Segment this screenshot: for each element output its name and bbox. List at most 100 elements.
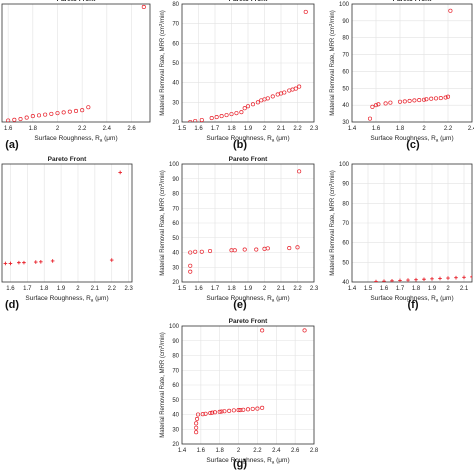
- x-tick-label: 1.8: [412, 286, 421, 292]
- x-axis-label: Surface Roughness, Ra (μm): [34, 135, 117, 143]
- data-point: [383, 101, 388, 106]
- data-point: [250, 406, 255, 411]
- x-tick-label: 2.2: [108, 286, 117, 292]
- data-point: [199, 117, 204, 122]
- x-tick-label: 1.5: [178, 286, 187, 292]
- data-point: [422, 277, 426, 282]
- y-tick-label: 50: [342, 260, 349, 266]
- data-point: [50, 259, 55, 263]
- x-tick-label: 2.1: [277, 126, 286, 132]
- x-tick-label: 1.8: [216, 448, 225, 454]
- x-tick-label: 2.8: [310, 448, 319, 454]
- data-point: [297, 169, 302, 174]
- data-point: [295, 245, 300, 250]
- data-point: [36, 113, 42, 118]
- data-point: [388, 100, 393, 105]
- data-point: [30, 114, 35, 119]
- y-tick-label: 40: [342, 103, 349, 109]
- x-tick-label: 2.2: [78, 126, 87, 132]
- y-tick-label: 60: [172, 383, 179, 389]
- x-axis-label: Surface Roughness, Ra (μm): [25, 295, 108, 303]
- data-point: [217, 409, 222, 414]
- data-point: [195, 416, 200, 421]
- data-point: [229, 112, 234, 117]
- data-point: [200, 412, 205, 417]
- chart-title: Pareto Front: [393, 0, 432, 3]
- x-tick-label: 1.9: [428, 286, 437, 292]
- data-point: [250, 102, 256, 107]
- x-tick-label: 1.6: [194, 126, 203, 132]
- series-markers: [367, 8, 453, 121]
- y-tick-label: 70: [172, 206, 179, 212]
- data-point: [109, 258, 114, 262]
- data-point: [429, 96, 434, 101]
- data-point: [232, 248, 237, 253]
- x-tick-label: 1.6: [197, 448, 206, 454]
- y-tick-label: 60: [342, 241, 349, 247]
- data-point: [188, 250, 193, 255]
- data-point: [414, 277, 418, 282]
- data-point: [49, 111, 54, 116]
- data-point: [214, 115, 219, 120]
- y-tick-label: 70: [342, 221, 349, 227]
- y-tick-label: 80: [342, 201, 349, 207]
- data-point: [402, 99, 407, 104]
- x-tick-label: 1.7: [396, 286, 405, 292]
- y-tick-label: 40: [172, 251, 179, 257]
- y-tick-label: 80: [172, 354, 179, 360]
- data-point: [438, 276, 442, 281]
- data-point: [259, 98, 264, 103]
- data-point: [194, 430, 199, 435]
- data-point: [203, 411, 208, 416]
- x-tick-label: 1.7: [23, 286, 32, 292]
- y-tick-label: 80: [342, 36, 349, 42]
- axes-box: [1, 163, 133, 283]
- x-axis-label: Surface Roughness, Ra (μm): [370, 135, 453, 143]
- data-point: [445, 94, 451, 99]
- data-point: [290, 87, 295, 92]
- panel-label: (b): [233, 139, 247, 151]
- data-point: [210, 410, 215, 415]
- x-tick-label: 2.6: [127, 126, 136, 132]
- x-tick-label: 2: [446, 286, 450, 292]
- data-point: [22, 260, 26, 265]
- data-point: [407, 98, 412, 103]
- data-point: [398, 278, 402, 282]
- chart-panel: Pareto Front 1.5 1.6 1.7 1.8 1.9 2 2.1 2.2 2.3 20 3…: [158, 156, 319, 311]
- data-point: [255, 406, 260, 411]
- data-point: [254, 247, 259, 252]
- data-point: [193, 118, 198, 122]
- data-point: [188, 269, 193, 274]
- x-tick-label: 1.8: [227, 126, 236, 132]
- data-point: [242, 106, 247, 111]
- y-tick-label: 100: [339, 162, 350, 168]
- x-tick-label: 1.9: [57, 286, 66, 292]
- data-point: [241, 407, 246, 412]
- data-point: [67, 109, 72, 114]
- chart-panel: Pareto Front 1.6 1.8 2 2.2 2.4 2.6 Surface Roug…: [1, 0, 151, 151]
- data-point: [448, 8, 453, 13]
- series-markers: [188, 9, 308, 122]
- data-point: [382, 279, 386, 282]
- chart-panel: Pareto Front 1.5 1.6 1.7 1.8 1.9 2 2.1 2.2 2.3 20 3…: [158, 0, 319, 151]
- y-tick-label: 90: [172, 339, 179, 345]
- y-tick-label: 100: [169, 162, 180, 168]
- data-point: [199, 249, 204, 254]
- x-tick-label: 1.6: [4, 126, 13, 132]
- x-tick-label: 1.8: [396, 126, 405, 132]
- x-axis-label: Surface Roughness, Ra (μm): [370, 295, 453, 303]
- x-tick-label: 1.5: [364, 286, 373, 292]
- x-tick-label: 1.9: [244, 286, 253, 292]
- data-point: [303, 9, 308, 14]
- data-point: [195, 412, 201, 417]
- chart-panel: 1.4 1.5 1.6 1.7 1.8 1.9 2 2.1 40 50 60 70 80 90 100 Sur…: [328, 162, 473, 311]
- y-tick-label: 30: [172, 427, 179, 433]
- data-point: [188, 119, 193, 122]
- data-point: [238, 408, 243, 413]
- y-tick-label: 40: [172, 413, 179, 419]
- data-point: [61, 110, 66, 115]
- x-tick-label: 2.3: [124, 286, 133, 292]
- data-point: [470, 275, 472, 279]
- data-point: [287, 246, 292, 251]
